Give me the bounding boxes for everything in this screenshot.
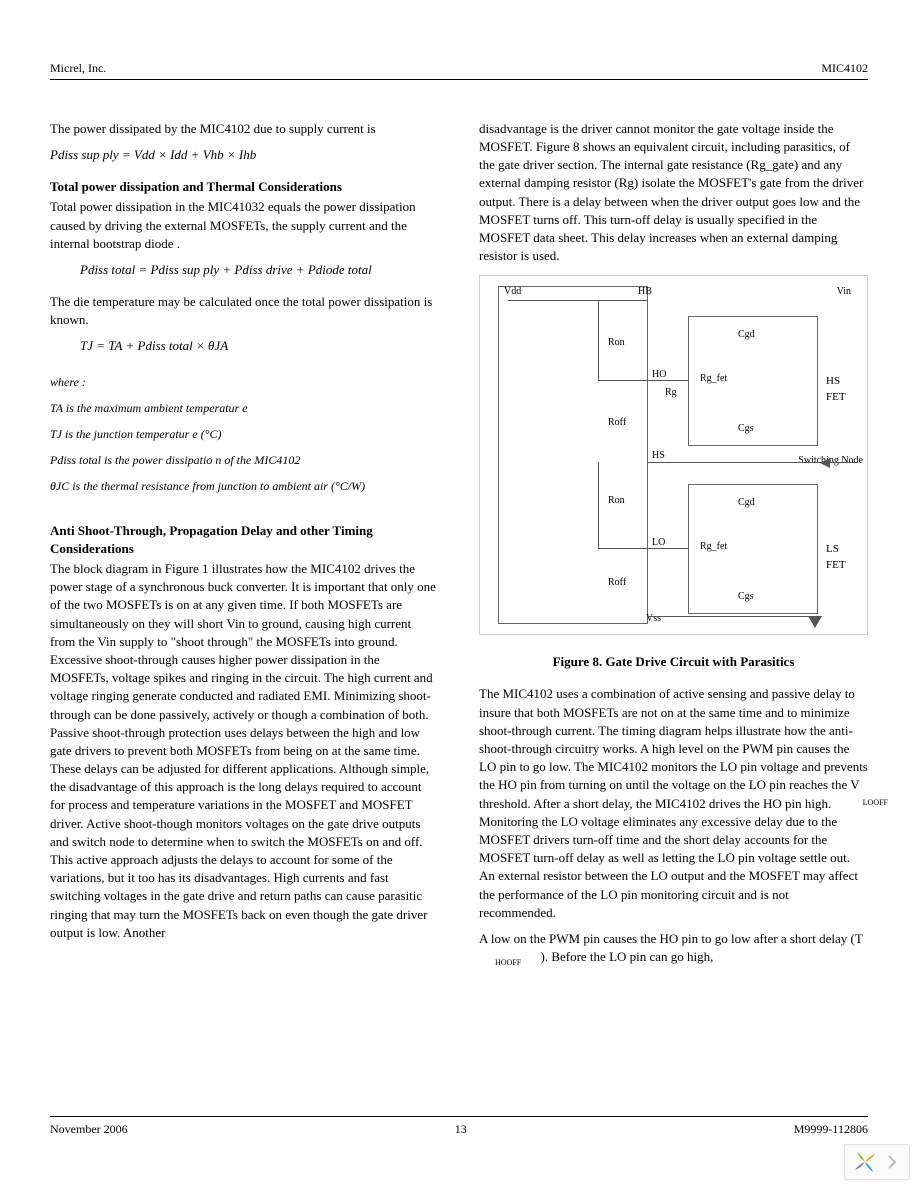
viewer-nav-widget — [844, 1144, 910, 1180]
footer-date: November 2006 — [50, 1121, 128, 1138]
right-column: disadvantage is the driver cannot monito… — [479, 120, 868, 976]
content-columns: The power dissipated by the MIC4102 due … — [50, 120, 868, 976]
next-page-button[interactable] — [883, 1153, 901, 1171]
equation-pdiss-supply: Pdiss sup ply = Vdd × Idd + Vhb × Ihb — [50, 146, 439, 164]
header-part-number: MIC4102 — [821, 60, 868, 77]
footer-page-number: 13 — [455, 1121, 467, 1138]
label-rg: Rg — [665, 386, 677, 400]
footer-doc-id: M9999-112806 — [794, 1121, 868, 1138]
right-bottom-paragraph: The MIC4102 uses a combination of active… — [479, 685, 868, 921]
label-ron-2: Ron — [608, 494, 625, 508]
circuit-diagram: Vdd HB Vin HS FET LS FET Cgd Rg_fet Cgs … — [490, 286, 857, 624]
where-line-1: TA is the maximum ambient temperatur e — [50, 396, 439, 420]
equation-pdiss-total: Pdiss total = Pdiss sup ply + Pdiss driv… — [50, 261, 439, 279]
viewer-logo-icon[interactable] — [853, 1150, 877, 1174]
label-cgs-2: Cgs — [738, 590, 754, 604]
where-line-2: TJ is the junction temperatur e (°C) — [50, 422, 439, 446]
label-looff: LOOFF — [863, 797, 888, 808]
section-title-anti-shoot: Anti Shoot-Through, Propagation Delay an… — [50, 522, 439, 558]
label-hb: HB — [638, 285, 652, 299]
label-cgd-1: Cgd — [738, 328, 755, 342]
section-title-total-power: Total power dissipation and Thermal Cons… — [50, 178, 439, 196]
where-block: where : TA is the maximum ambient temper… — [50, 370, 439, 498]
label-hs: HS — [652, 449, 665, 463]
where-line-4: θJC is the thermal resistance from junct… — [50, 474, 439, 498]
header-company: Micrel, Inc. — [50, 60, 106, 77]
die-temp-intro: The die temperature may be calculated on… — [50, 293, 439, 329]
page-header: Micrel, Inc. MIC4102 — [50, 60, 868, 80]
label-cgs-1: Cgs — [738, 422, 754, 436]
label-ron-1: Ron — [608, 336, 625, 350]
label-vin: Vin — [837, 285, 851, 299]
where-line-3: Pdiss total is the power dissipatio n of… — [50, 448, 439, 472]
label-cgd-2: Cgd — [738, 496, 755, 510]
figure-8-caption: Figure 8. Gate Drive Circuit with Parasi… — [479, 653, 868, 671]
label-vss: Vss — [646, 612, 661, 626]
right-last-line: A low on the PWM pin causes the HO pin t… — [479, 930, 868, 968]
label-hooff: HOOFF — [479, 958, 537, 967]
supply-current-intro: The power dissipated by the MIC4102 due … — [50, 120, 439, 138]
figure-8-container: Vdd HB Vin HS FET LS FET Cgd Rg_fet Cgs … — [479, 275, 868, 635]
right-top-paragraph: disadvantage is the driver cannot monito… — [479, 120, 868, 266]
label-switching-node: Switching Node — [798, 454, 863, 468]
label-roff-2: Roff — [608, 576, 626, 590]
where-label: where : — [50, 370, 439, 394]
equation-tj: TJ = TA + Pdiss total × θJA — [50, 337, 439, 355]
label-vdd: Vdd — [504, 285, 521, 299]
label-ls-fet: LS FET — [826, 542, 857, 573]
page-footer: November 2006 13 M9999-112806 — [50, 1116, 868, 1138]
label-roff-1: Roff — [608, 416, 626, 430]
left-column: The power dissipated by the MIC4102 due … — [50, 120, 439, 976]
label-rgfet-1: Rg_fet — [700, 372, 727, 386]
section-body-total-power: Total power dissipation in the MIC41032 … — [50, 198, 439, 253]
label-rgfet-2: Rg_fet — [700, 540, 727, 554]
section-body-anti-shoot: The block diagram in Figure 1 illustrate… — [50, 560, 439, 942]
label-hs-fet: HS FET — [826, 374, 857, 405]
